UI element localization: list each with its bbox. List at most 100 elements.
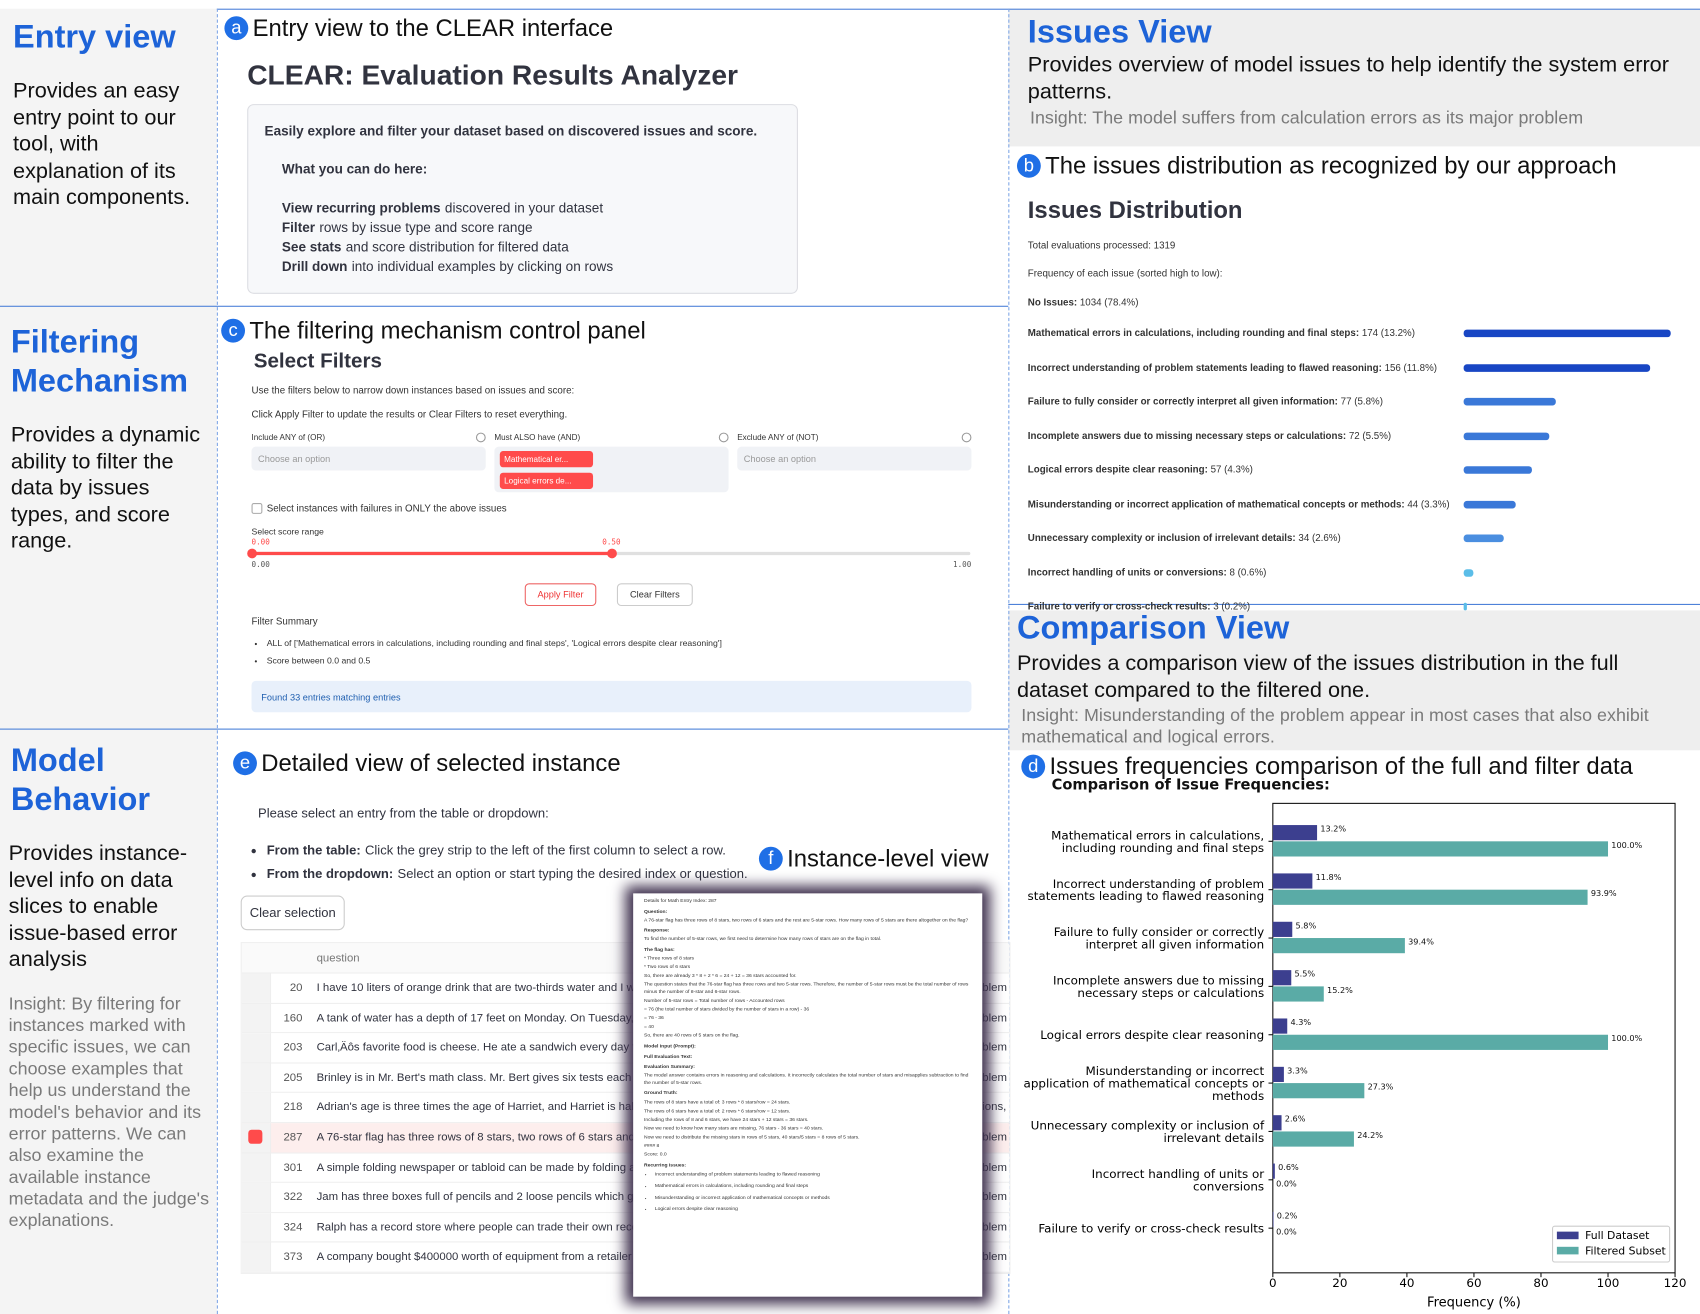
- row-index: 160: [283, 1011, 303, 1025]
- bar: [1272, 921, 1293, 937]
- clear-selection[interactable]: Clear selection: [240, 895, 345, 931]
- popup-item: Misunderstanding or incorrect applicatio…: [655, 1194, 972, 1201]
- issue-name: Logical errors despite clear reasoning:: [1027, 464, 1208, 475]
- popup-line: To find the number of 5-star rows, we fi…: [644, 936, 882, 942]
- row-index: 218: [283, 1100, 303, 1114]
- summary-list: ALL of ['Mathematical errors in calculat…: [252, 635, 983, 670]
- x-tick-label: 40: [1399, 1276, 1414, 1290]
- value-label: 5.5%: [1295, 969, 1316, 979]
- issue-label: Unnecessary complexity or inclusion of i…: [1028, 529, 1453, 547]
- chip[interactable]: Logical errors de...: [499, 472, 594, 489]
- section-title: Issues View: [1027, 14, 1212, 50]
- x-tick-label: 80: [1533, 1276, 1548, 1290]
- help-icon: [718, 432, 729, 443]
- popup-line: = 76 - 36: [644, 1015, 664, 1021]
- section-title: Entry view: [13, 19, 176, 56]
- bar: [1272, 1131, 1354, 1147]
- issue-row: Incorrect handling of units or conversio…: [1028, 563, 1689, 581]
- apply-button[interactable]: Apply Filter: [524, 583, 597, 607]
- issue-stat: 3 (0.2%): [1213, 600, 1251, 612]
- row-question: A company bought $400000 worth of equipm…: [316, 1250, 648, 1264]
- marker: d: [1021, 754, 1046, 779]
- issue-row: Failure to fully consider or correctly i…: [1028, 392, 1689, 410]
- issue-row: Incomplete answers due to missing necess…: [1028, 427, 1689, 445]
- popup-item: Incorrect understanding of problem state…: [655, 1171, 972, 1178]
- y-tick-label: Failure to verify or cross-check results: [1038, 1221, 1264, 1235]
- value-label: 0.0%: [1276, 1227, 1297, 1237]
- issue-name: Unnecessary complexity or inclusion of i…: [1027, 532, 1296, 544]
- row-question: A tank of water has a depth of 17 feet o…: [316, 1011, 653, 1025]
- app-title: CLEAR: Evaluation Results Analyzer: [247, 58, 739, 92]
- row-index: 373: [283, 1250, 303, 1264]
- divider: [0, 305, 1009, 307]
- row-tail: blem: [982, 1011, 1007, 1025]
- section-description: Provides a dynamic ability to filter the…: [10, 422, 201, 553]
- found-box: [251, 680, 972, 713]
- select-box[interactable]: [251, 446, 486, 471]
- left-column: [0, 8, 217, 1314]
- caption: c The filtering mechanism control panel: [221, 317, 646, 345]
- popup-line: A 76-star flag has three rows of 8 stars…: [644, 916, 969, 923]
- popup-line: The rows of 8 stars have a total of: 3 r…: [644, 1098, 791, 1105]
- slider-handle[interactable]: [606, 548, 617, 559]
- found-text: Found 33 entries matching entries: [261, 691, 401, 703]
- section-insight: Insight: Misunderstanding of the problem…: [1021, 705, 1649, 747]
- row-question: Brinley is in Mr. Bert's math class. Mr.…: [316, 1070, 663, 1084]
- legend-swatch: [1556, 1246, 1579, 1255]
- filter-heading: Select Filters: [253, 350, 382, 373]
- row-tail: blem: [982, 981, 1007, 995]
- slider-handle[interactable]: [247, 548, 257, 559]
- section-description: Provides instance-level info on data sli…: [8, 841, 188, 972]
- issue-stat: 72 (5.5%): [1348, 429, 1392, 441]
- bar: [1463, 397, 1556, 406]
- bar: [1463, 534, 1505, 543]
- dist-note: Frequency of each issue (sorted high to …: [1027, 267, 1223, 279]
- issue-name: Incorrect understanding of problem state…: [1027, 361, 1382, 373]
- divider: [1008, 8, 1010, 1314]
- popup-line: The rows of 6 stars have a total of: 2 r…: [644, 1107, 791, 1114]
- bar: [1272, 1018, 1288, 1034]
- issue-stat: 8 (0.6%): [1229, 566, 1267, 578]
- bar: [1272, 970, 1292, 986]
- x-tick-label: 20: [1332, 1276, 1347, 1290]
- row-strip: [241, 973, 272, 1003]
- caption: d Issues frequencies comparison of the fu…: [1021, 752, 1633, 780]
- value-label: 11.8%: [1316, 872, 1342, 882]
- chip[interactable]: Mathematical er...: [499, 451, 594, 468]
- popup-line: Evaluation Summary:: [644, 1063, 695, 1070]
- checkbox[interactable]: [251, 503, 263, 514]
- x-tick-label: 0: [1269, 1276, 1277, 1290]
- field-label: Must ALSO have (AND): [494, 432, 581, 443]
- issue-name: Failure to fully consider or correctly i…: [1027, 395, 1338, 407]
- popup-line: Full Evaluation Text:: [644, 1053, 693, 1059]
- caption-text: The issues distribution as recognized by…: [1045, 151, 1617, 179]
- row-tail: blem: [982, 1220, 1007, 1234]
- caption-text: The filtering mechanism control panel: [249, 316, 646, 344]
- issue-row: Failure to verify or cross-check results…: [1028, 597, 1689, 615]
- row-strip: [241, 1093, 272, 1123]
- info-list: View recurring problems discovered in you…: [282, 198, 613, 276]
- dist-no-issues: No Issues: 1034 (78.4%): [1028, 297, 1139, 308]
- select-box[interactable]: [737, 446, 972, 471]
- row-strip: [241, 1183, 272, 1212]
- bar: [1463, 329, 1672, 338]
- help-icon: [475, 432, 486, 443]
- column-header: question: [316, 951, 360, 965]
- row-strip: [241, 1063, 272, 1093]
- row-question: I have 10 liters of orange drink that ar…: [316, 981, 650, 995]
- instruction: From the table:Click the grey strip to t…: [267, 838, 748, 862]
- bar: [1272, 986, 1324, 1002]
- filter-hint: Use the filters below to narrow down ins…: [251, 384, 575, 396]
- bar: [1463, 363, 1650, 372]
- info-box: [247, 104, 798, 294]
- value-label: 13.2%: [1320, 824, 1346, 834]
- section-description: Provides overview of model issues to hel…: [1027, 53, 1669, 104]
- dist-heading: Issues Distribution: [1027, 196, 1243, 224]
- issue-row: Unnecessary complexity or inclusion of i…: [1028, 529, 1689, 547]
- row-tail: blem: [982, 1160, 1007, 1174]
- clear-button[interactable]: Clear Filters: [616, 583, 693, 607]
- item-text: rows by issue type and score range: [319, 220, 533, 236]
- info-heading: What you can do here:: [281, 161, 428, 177]
- row-tail: blem: [982, 1190, 1007, 1204]
- filter-hint: Click Apply Filter to update the results…: [251, 408, 568, 420]
